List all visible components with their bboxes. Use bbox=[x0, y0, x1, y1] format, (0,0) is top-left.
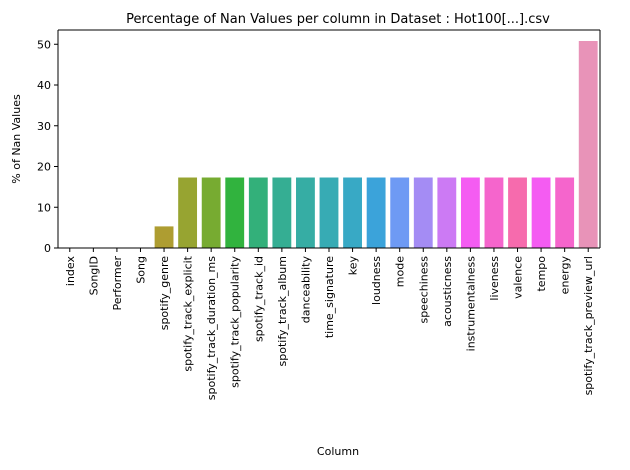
x-tick-label: key bbox=[347, 256, 360, 276]
x-tick-label: index bbox=[64, 256, 77, 287]
x-tick-label: valence bbox=[512, 256, 525, 299]
bar-spotify_track_duration_ms bbox=[201, 177, 221, 248]
x-tick-label: spotify_track_id bbox=[252, 256, 265, 342]
bar-spotify_track_id bbox=[248, 177, 268, 248]
bar-spotify_track_popularity bbox=[225, 177, 245, 248]
bar-valence bbox=[508, 177, 527, 248]
x-tick-label: spotify_track_duration_ms bbox=[205, 256, 218, 400]
x-tick-label: liveness bbox=[488, 256, 501, 301]
x-tick-label: speechiness bbox=[417, 256, 430, 324]
y-tick-label: 10 bbox=[37, 201, 51, 214]
x-tick-label: tempo bbox=[535, 256, 548, 292]
bar-speechiness bbox=[413, 177, 433, 248]
x-tick-label: spotify_track_explicit bbox=[182, 255, 195, 371]
x-ticks-group: index SongID Performer Song spotify_genre spo… bbox=[64, 248, 595, 400]
bar-liveness bbox=[484, 177, 504, 248]
x-tick-label: spotify_track_popularity bbox=[229, 256, 242, 388]
x-tick-label: spotify_genre bbox=[158, 256, 171, 331]
y-tick-label: 30 bbox=[37, 120, 51, 133]
bar-spotify_track_album bbox=[272, 177, 292, 248]
bar-mode bbox=[390, 177, 410, 248]
bar-acousticness bbox=[437, 177, 457, 248]
x-tick-label: time_signature bbox=[323, 256, 336, 338]
y-tick-label: 40 bbox=[37, 79, 51, 92]
y-tick-label: 50 bbox=[37, 38, 51, 51]
x-tick-label: Song bbox=[134, 256, 147, 284]
x-tick-label: spotify_track_preview_url bbox=[582, 256, 595, 395]
bar-danceability bbox=[296, 177, 315, 248]
bar-instrumentalness bbox=[460, 177, 480, 248]
chart-title: Percentage of Nan Values per column in D… bbox=[126, 12, 550, 27]
x-tick-label: danceability bbox=[299, 256, 312, 324]
x-tick-label: mode bbox=[394, 256, 407, 287]
x-tick-label: energy bbox=[559, 256, 572, 295]
x-tick-label: acousticness bbox=[441, 256, 454, 327]
bar-energy bbox=[555, 177, 575, 248]
x-tick-label: instrumentalness bbox=[464, 256, 477, 352]
bar-loudness bbox=[366, 177, 386, 248]
bar-spotify_genre bbox=[154, 226, 174, 248]
bar-key bbox=[343, 177, 362, 248]
bar-tempo bbox=[531, 177, 551, 248]
x-tick-label: loudness bbox=[370, 256, 383, 305]
y-tick-label: 0 bbox=[44, 242, 51, 255]
x-tick-label: spotify_track_album bbox=[276, 256, 289, 366]
y-ticks-group: 0 10 20 30 40 50 bbox=[37, 38, 58, 255]
bar-time_signature bbox=[319, 177, 339, 248]
axes-group bbox=[57, 29, 601, 249]
x-tick-label: SongID bbox=[87, 256, 100, 295]
x-axis-label: Column bbox=[317, 445, 359, 458]
y-tick-label: 20 bbox=[37, 161, 51, 174]
x-tick-label: Performer bbox=[111, 256, 124, 311]
bars-group bbox=[154, 41, 598, 248]
y-axis-label: % of Nan Values bbox=[10, 94, 23, 184]
bar-spotify_track_explicit bbox=[178, 177, 198, 248]
bar-spotify_track_preview_url bbox=[578, 41, 598, 248]
